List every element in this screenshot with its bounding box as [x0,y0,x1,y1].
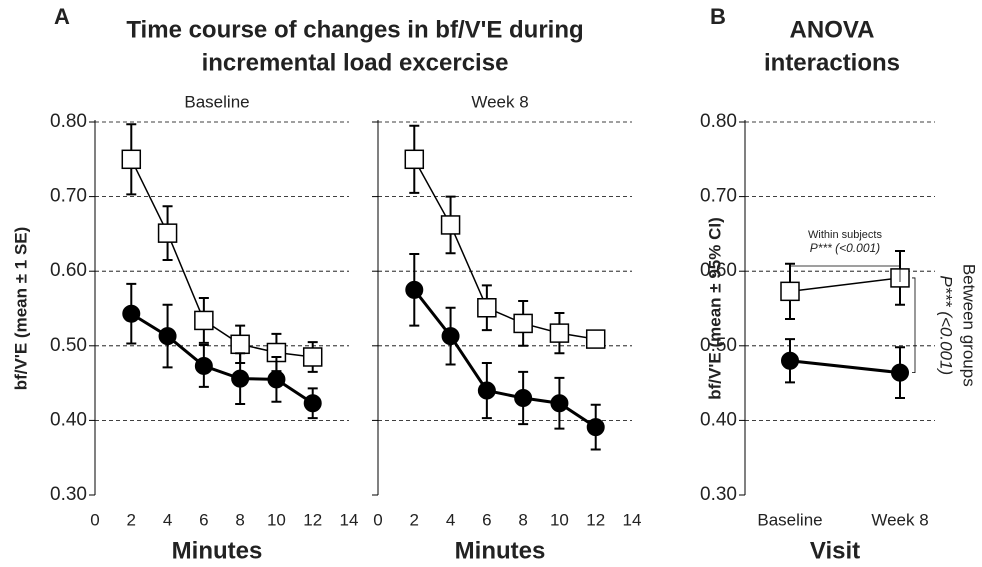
x-tick-label: 12 [303,510,322,529]
series-line [130,158,313,358]
y-tick-label: 0.50 [700,335,737,356]
x-tick-label: 6 [482,510,491,529]
x-tick-label: 4 [163,510,172,529]
y-tick-label: 0.70 [50,186,87,207]
y-tick-label: 0.30 [700,484,737,505]
data-point [477,298,497,318]
chart-title: incremental load excercise [202,49,509,76]
x-tick-label: 14 [340,510,359,529]
annotation: Between groups [960,264,979,387]
data-point [781,351,799,370]
data-point [891,363,909,382]
annotation: Within subjects [808,229,882,241]
data-point [230,334,250,355]
y-axis-label: bf/V'E (mean ± 95% CI) [705,217,724,399]
x-tick-label: 6 [199,510,208,529]
panel-label: A [54,4,70,29]
y-tick-label: 0.40 [50,409,87,430]
y-tick-label: 0.70 [700,186,737,207]
annotation: P*** (<0.001) [810,241,880,255]
x-tick-label: 0 [373,510,382,529]
bracket [912,277,916,374]
x-tick-label: Baseline [757,510,822,529]
series-line [789,359,901,375]
data-point [780,281,800,302]
data-point [303,394,322,413]
x-tick-label: 4 [446,510,455,529]
x-tick-label: 10 [267,510,286,529]
data-point [549,323,570,343]
series-line [789,277,901,293]
y-tick-label: 0.30 [50,484,87,505]
bracket [789,265,901,282]
x-tick-label: Week 8 [871,510,928,529]
chart-title: ANOVA [790,16,875,43]
y-axis-label: bf/V'E (mean ± 1 SE) [11,227,30,391]
x-tick-label: 8 [518,510,527,529]
x-tick-label: 14 [623,510,642,529]
panel-subtitle: Baseline [184,92,249,111]
data-point [585,329,606,349]
data-point [441,327,460,346]
data-point [440,215,461,235]
y-tick-label: 0.80 [50,111,87,132]
x-tick-label: 12 [586,510,605,529]
panel-subtitle: Week 8 [471,92,528,111]
y-tick-label: 0.80 [700,111,737,132]
data-point [405,280,424,299]
data-point [121,149,142,170]
data-point [586,418,605,437]
y-tick-label: 0.40 [700,409,737,430]
x-axis-label: Minutes [455,537,546,564]
x-tick-label: 2 [410,510,419,529]
data-point [158,327,177,346]
data-point [302,347,323,367]
data-point [231,369,250,388]
chart-title: Time course of changes in bf/V'E during [126,16,583,43]
series-line [413,158,596,340]
data-point [267,370,286,389]
chart-title: interactions [764,49,900,76]
series-line [413,288,597,429]
x-tick-label: 10 [550,510,569,529]
y-tick-label: 0.50 [50,335,87,356]
annotation: P*** (<0.001) [937,275,956,375]
x-tick-label: 0 [90,510,99,529]
y-tick-label: 0.60 [700,260,737,281]
x-axis-label: Visit [810,537,860,564]
data-point [157,223,178,243]
x-tick-label: 8 [235,510,244,529]
data-point [122,304,141,323]
data-point [550,394,569,413]
x-tick-label: 2 [127,510,136,529]
panel-label: B [710,4,726,29]
x-axis-label: Minutes [172,537,263,564]
data-point [404,149,425,170]
data-point [477,381,496,400]
data-point [194,356,213,375]
data-point [514,389,533,408]
data-point [513,313,533,334]
data-point [194,310,214,331]
y-tick-label: 0.60 [50,260,87,281]
